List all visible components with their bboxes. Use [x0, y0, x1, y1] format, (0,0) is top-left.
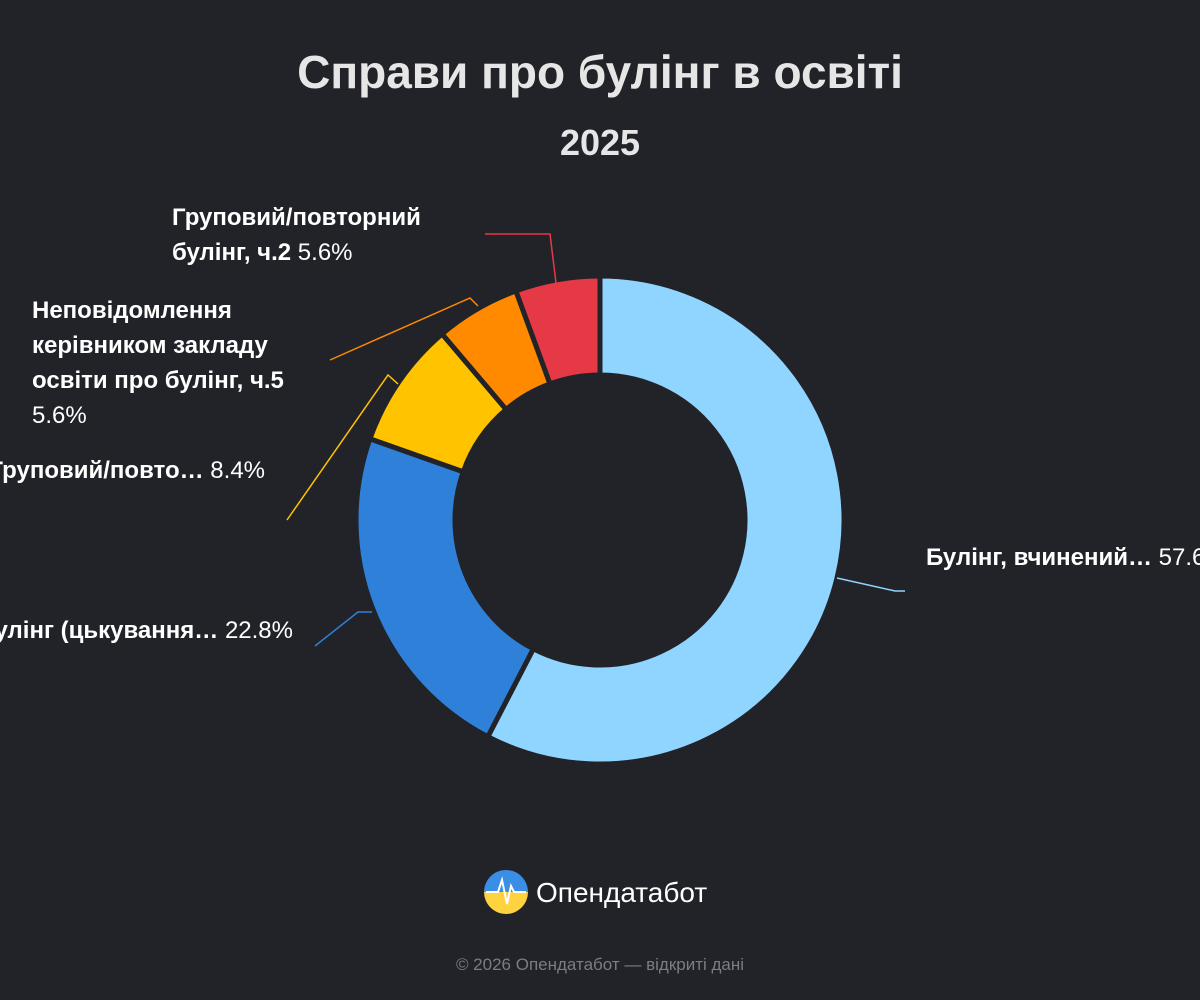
- brand-logo: [484, 870, 528, 914]
- slice-value: 8.4%: [210, 457, 265, 484]
- chart-title: Справи про булінг в освіті: [297, 46, 903, 98]
- chart-subtitle: 2025: [560, 122, 640, 163]
- slice-label: Неповідомлення керівником закладу освіти…: [32, 293, 322, 433]
- copyright: © 2026 Опендатабот — відкриті дані: [456, 955, 744, 974]
- slice-name: Булінг, вчинений…: [926, 544, 1152, 571]
- slice-label: Груповий/повторний булінг, ч.2 5.6%: [172, 200, 472, 270]
- donut-slice: [485, 273, 847, 767]
- slice-name: Неповідомлення керівником закладу освіти…: [32, 297, 284, 394]
- donut-slice: [513, 273, 603, 387]
- leader-line: [286, 373, 399, 521]
- leader-lines: [286, 233, 905, 647]
- donut-slice: [353, 436, 536, 740]
- slice-name: Груповий/повто…: [0, 457, 204, 484]
- leader-line: [836, 577, 905, 592]
- slice-value: 5.6%: [32, 402, 87, 429]
- logo-pulse: [486, 876, 526, 905]
- leader-line: [329, 297, 479, 361]
- slice-label: Груповий/повто… 8.4%: [0, 453, 265, 488]
- slice-value: 22.8%: [224, 617, 293, 644]
- slice-name: Груповий/повторний булінг, ч.2: [172, 204, 421, 266]
- leader-line: [314, 611, 372, 647]
- slice-label: Булінг (цькування… 22.8%: [0, 613, 293, 648]
- slice-value: 57.6%: [1158, 544, 1200, 571]
- brand-name: Опендатабот: [536, 877, 707, 908]
- slice-label: Булінг, вчинений… 57.6%: [926, 540, 1200, 575]
- slice-name: Булінг (цькування…: [0, 617, 219, 644]
- donut: [353, 273, 847, 767]
- leader-line: [485, 233, 557, 284]
- slice-value: 5.6%: [297, 239, 353, 266]
